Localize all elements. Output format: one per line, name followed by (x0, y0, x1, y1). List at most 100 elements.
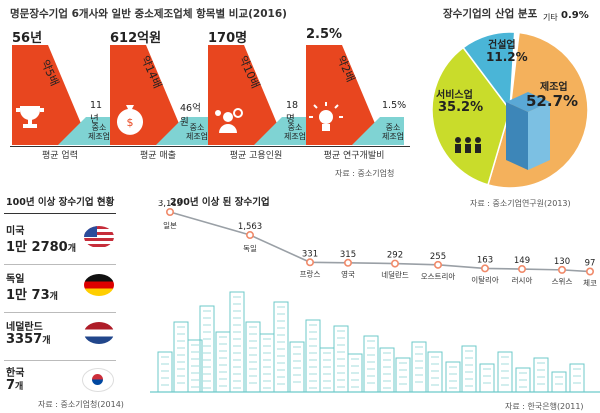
data-label: 315 (340, 250, 356, 260)
small-value: 18명 (286, 100, 299, 125)
small-value: 46억원 (180, 103, 201, 128)
country-value: 1만 73개 (6, 288, 58, 303)
slice-name-construction: 건설업 (488, 40, 516, 51)
pie-slice-construction (462, 31, 516, 113)
big-value: 612억원 (110, 31, 162, 46)
big-value: 2.5% (306, 27, 343, 42)
data-point (517, 265, 526, 274)
small-caption: 중소 제조업 (283, 123, 307, 141)
country-name: 독일 (6, 274, 25, 285)
slice-value-service: 35.2% (438, 100, 484, 115)
century-title: 100년 이상 장수기업 현황 (6, 197, 115, 208)
slice-value-other: 0.9% (561, 10, 589, 21)
industry-source: 자료 : 중소기업연구원(2013) (470, 199, 571, 208)
data-label: 97 (585, 259, 596, 269)
country-row: 한국 7개 (4, 364, 114, 408)
series-line (169, 211, 591, 273)
comparison-card-employees: 170명 약10배 18명 중소 제조업 (206, 25, 306, 165)
small-caption: 중소 제조업 (381, 123, 405, 141)
pie-slice-service (431, 46, 511, 186)
sme-bar (254, 117, 306, 145)
small-value: 1.5% (382, 100, 407, 111)
lightbulb-icon (309, 102, 343, 131)
data-label: 331 (302, 249, 318, 259)
data-point (391, 259, 400, 268)
small-value: 11년 (90, 100, 103, 125)
category-label: 네덜란드 (381, 270, 409, 280)
chart-source: 자료 : 한국은행(2011) (505, 402, 584, 411)
comparison-graphic-age (12, 45, 110, 145)
slice-name-manufacturing: 제조업 (540, 82, 568, 93)
century-source: 자료 : 중소기업청(2014) (38, 400, 124, 409)
small-caption: 중소 제조업 (185, 123, 209, 141)
comparison-card-sales: $ 612억원 약14배 46억원 중소 제조업 (108, 25, 208, 165)
sme-bar (352, 117, 404, 145)
category-label: 평균 고용인원 (229, 151, 283, 161)
data-point (306, 258, 315, 267)
category-label: 러시아 (512, 275, 533, 285)
comparison-title: 명문장수기업 6개사와 일반 중소제조업체 항목별 비교(2016) (10, 8, 287, 20)
sme-bar (156, 117, 208, 145)
country-divider (4, 312, 116, 313)
us-flag-icon (84, 226, 114, 248)
data-point (165, 208, 174, 217)
data-point (344, 258, 353, 267)
comparison-graphic-employees (208, 45, 306, 145)
industry-title: 장수기업의 산업 분포 (443, 8, 538, 20)
slice-name-other: 기타 (543, 13, 558, 22)
category-label: 영국 (341, 269, 355, 279)
sme-bar (58, 117, 110, 145)
category-label: 일본 (163, 221, 177, 230)
comparison-source: 자료 : 중소기업청 (335, 169, 395, 178)
data-label: 255 (430, 252, 446, 262)
building-icon (506, 92, 550, 170)
comparison-graphic-sales: $ (110, 45, 208, 145)
category-label: 평균 연구개발비 (323, 151, 385, 161)
country-name: 네덜란드 (6, 322, 43, 333)
country-value: 3357개 (6, 332, 51, 347)
netherlands-flag-icon (84, 322, 114, 344)
data-label: 1,563 (238, 222, 262, 232)
small-caption: 중소 제조업 (87, 123, 111, 141)
comparison-card-rnd: 2.5% 약2배 1.5% 중소 제조업 (304, 25, 407, 165)
category-label: 오스트리아 (421, 271, 456, 281)
country-name: 한국 (6, 368, 25, 379)
slice-name-service: 서비스업 (436, 90, 473, 101)
category-label: 평균 매출 (140, 151, 176, 161)
category-label: 독일 (243, 244, 257, 253)
trophy-icon (16, 106, 44, 128)
data-point (433, 260, 442, 269)
category-label: 스위스 (552, 277, 573, 286)
data-label: 130 (554, 257, 570, 267)
category-label: 프랑스 (300, 269, 321, 278)
category-label: 평균 업력 (42, 151, 78, 161)
money-bag-icon: $ (117, 105, 143, 135)
country-row: 독일 1만 73개 (4, 270, 114, 314)
korea-flag-icon (82, 368, 114, 392)
people-icon (455, 137, 481, 153)
category-label: 이탈리아 (471, 274, 499, 284)
country-value: 1만 2780개 (6, 240, 76, 255)
country-row: 네덜란드 3357개 (4, 318, 114, 362)
century-divider (4, 213, 116, 214)
industry-pie (431, 31, 589, 189)
data-label: 3,113 (158, 200, 182, 209)
comparison-graphic-rnd (306, 45, 404, 145)
slice-value-manufacturing: 52.7% (526, 92, 579, 110)
chart-title: 200년 이상 된 장수기업 (170, 197, 270, 208)
data-point (585, 267, 594, 276)
data-label: 292 (387, 251, 403, 261)
germany-flag-icon (84, 274, 114, 296)
svg-text:$: $ (127, 116, 134, 129)
category-label: 체코 (583, 278, 597, 288)
country-divider (4, 264, 116, 265)
data-point (246, 231, 255, 240)
data-label: 149 (514, 256, 530, 266)
city-skyline-graphic (150, 291, 600, 393)
country-value: 7개 (6, 378, 24, 393)
data-label: 163 (477, 255, 493, 265)
line-chart: 3,113 일본 1,563 독일 331 프랑스 315 영국 292 네덜란드 255 오스트리아… (150, 200, 600, 393)
data-point (480, 264, 489, 273)
country-row: 미국 1만 2780개 (4, 222, 114, 266)
comparison-card-age: 56년 약5배 11년 중소 제조업 (10, 25, 110, 165)
